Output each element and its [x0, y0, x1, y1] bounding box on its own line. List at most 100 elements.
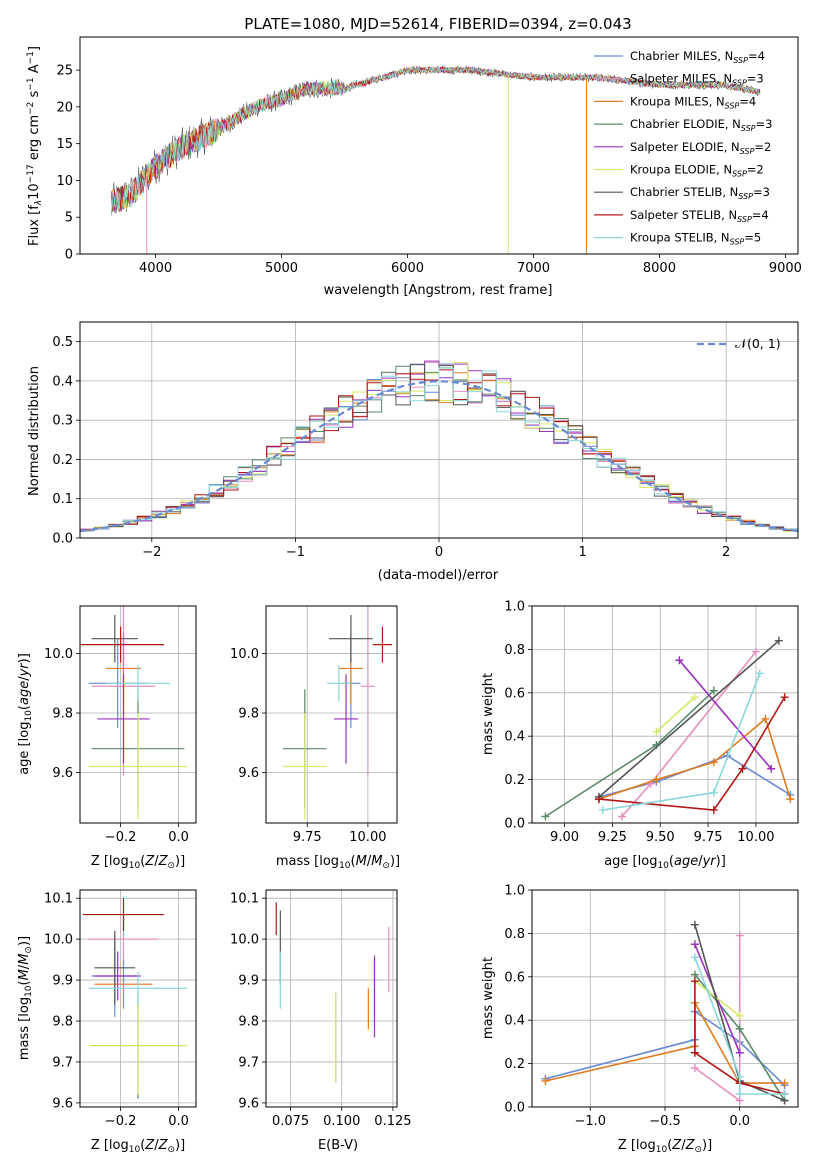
- y-tick-label: 10.1: [230, 892, 259, 907]
- y-tick-label: 0.5: [52, 335, 73, 350]
- normal-curve: [80, 380, 798, 533]
- y-tick-label: 0.4: [504, 730, 525, 745]
- x-tick-label: 0.0: [168, 1114, 189, 1129]
- y-tick-label: 9.7: [52, 1055, 73, 1070]
- y-tick-label: 10: [56, 174, 73, 189]
- y-tick-label: 0: [65, 248, 73, 263]
- y-tick-label: 9.9: [238, 974, 259, 989]
- weight-marker: [780, 1089, 789, 1098]
- wZ-xlabel: Z [log10(Z/Z⊙)]: [618, 1138, 712, 1155]
- weight-marker: [541, 1076, 550, 1085]
- plot-area: [541, 636, 795, 821]
- axes-frame: −0.2 0.0 9.6 9.7 9.8 9.9 10.0 10.1: [44, 889, 197, 1129]
- y-tick-label: 9.9: [52, 974, 73, 989]
- x-tick-label: −0.5: [649, 1114, 681, 1129]
- spectrum-line: [111, 66, 761, 213]
- plot-area: [275, 902, 390, 1083]
- y-tick-label: 0.1: [52, 492, 73, 507]
- y-tick-label: 1.0: [504, 600, 525, 615]
- x-tick-label: 0.075: [272, 1114, 309, 1129]
- mass-vs-metallicity-panel: −0.2 0.0 9.6 9.7 9.8 9.9 10.0 10.1: [44, 889, 197, 1129]
- weight-marker: [690, 693, 699, 702]
- x-tick-label: 0.125: [374, 1114, 411, 1129]
- weight-marker: [709, 686, 718, 695]
- legend-label: Kroupa MILES, NSSP=4: [630, 94, 756, 110]
- y-tick-label: 9.8: [52, 707, 73, 722]
- age-vs-metallicity-panel: −0.2 0.0 9.6 9.8 10.0: [44, 605, 197, 845]
- weight-marker: [780, 1079, 789, 1088]
- y-tick-label: 9.8: [238, 707, 259, 722]
- legend-label: Salpeter STELIB, NSSP=4: [630, 208, 769, 224]
- weight-line: [598, 640, 780, 798]
- ageM-xlabel: mass [log10(M/M⊙)]: [276, 854, 400, 871]
- hist-legend: 𝒩(0, 1): [697, 336, 781, 351]
- x-tick-label: −1.0: [574, 1114, 606, 1129]
- axes-frame: 0.075 0.100 0.125 9.6 9.7 9.8 9.9 10.0 10.1: [230, 889, 412, 1129]
- weight-marker: [617, 812, 626, 821]
- y-tick-label: 0.2: [504, 773, 525, 788]
- weight-marker: [767, 764, 776, 773]
- axes-frame: 9.75 10.00 9.6 9.8 10.0: [230, 605, 398, 845]
- axes-border: [79, 36, 799, 255]
- y-tick-label: 9.6: [52, 766, 73, 781]
- y-tick-label: 10.0: [230, 933, 259, 948]
- weight-marker: [690, 920, 699, 929]
- weight-vs-metallicity-panel: −1.0 −0.5 0.0 0.0 0.2 0.4 0.6 0.8 1.0: [504, 884, 799, 1129]
- axes-border: [531, 889, 799, 1108]
- axes-frame: 4000 5000 6000 7000 8000 9000 0 5 10 15 20 25 Chabri…: [56, 36, 802, 276]
- wAge-xlabel: age [log10(age/yr)]: [604, 854, 726, 871]
- weight-line: [678, 659, 772, 770]
- legend-label: Kroupa ELODIE, NSSP=2: [630, 163, 764, 179]
- weight-line: [694, 980, 741, 1017]
- axes-border: [531, 605, 799, 824]
- spectrum-legend: Chabrier MILES, NSSP=4 Salpeter MILES, NS…: [594, 49, 772, 247]
- plot-area: [111, 65, 761, 254]
- weight-marker: [709, 788, 718, 797]
- x-tick-label: 9.75: [293, 830, 322, 845]
- legend-label: Chabrier ELODIE, NSSP=3: [630, 117, 772, 133]
- massZ-xlabel: Z [log10(Z/Z⊙)]: [91, 1138, 185, 1155]
- weight-marker: [735, 931, 744, 940]
- weight-marker: [735, 1048, 744, 1057]
- y-tick-label: 10.0: [230, 647, 259, 662]
- y-tick-label: 10.0: [44, 647, 73, 662]
- weight-marker: [690, 1063, 699, 1072]
- weight-marker: [738, 764, 747, 773]
- y-tick-label: 9.6: [52, 1096, 73, 1111]
- weight-marker: [594, 795, 603, 804]
- y-tick-label: 5: [65, 211, 73, 226]
- weight-line: [598, 696, 786, 811]
- weight-marker: [735, 1024, 744, 1033]
- axes-border: [265, 605, 398, 824]
- y-tick-label: 0.0: [52, 532, 73, 547]
- weight-line: [598, 717, 792, 800]
- ageZ-ylabel: age [log10(age/yr)]: [17, 653, 34, 775]
- weight-marker: [652, 727, 661, 736]
- y-tick-label: 10.1: [44, 892, 73, 907]
- y-tick-label: 0.8: [504, 927, 525, 942]
- weight-marker: [735, 1072, 744, 1081]
- weight-line: [544, 690, 715, 818]
- y-tick-label: 0.2: [504, 1057, 525, 1072]
- y-tick-label: 0.8: [504, 643, 525, 658]
- y-tick-label: 1.0: [504, 884, 525, 899]
- weight-marker: [774, 636, 783, 645]
- x-tick-label: 7000: [517, 261, 550, 276]
- spectrum-ylabel: Flux [fλ10−17 erg cm−2 s−1 A−1]: [26, 46, 44, 246]
- axes-border: [79, 889, 197, 1108]
- wAge-ylabel: mass weight: [481, 673, 496, 755]
- y-tick-label: 9.8: [52, 1015, 73, 1030]
- hist-xlabel: (data-model)/error: [378, 568, 499, 583]
- weight-marker: [690, 953, 699, 962]
- x-tick-label: 6000: [391, 261, 424, 276]
- plot-area: [541, 920, 789, 1105]
- axes-frame: −0.2 0.0 9.6 9.8 10.0: [44, 605, 197, 845]
- plot-area: [80, 360, 798, 533]
- weight-marker: [675, 656, 684, 665]
- x-tick-label: 10.00: [737, 830, 774, 845]
- histogram-step: [80, 367, 798, 532]
- x-tick-label: 9.75: [694, 830, 723, 845]
- y-tick-label: 0.4: [52, 374, 73, 389]
- spectrum-xlabel: wavelength [Angstrom, rest frame]: [324, 283, 553, 298]
